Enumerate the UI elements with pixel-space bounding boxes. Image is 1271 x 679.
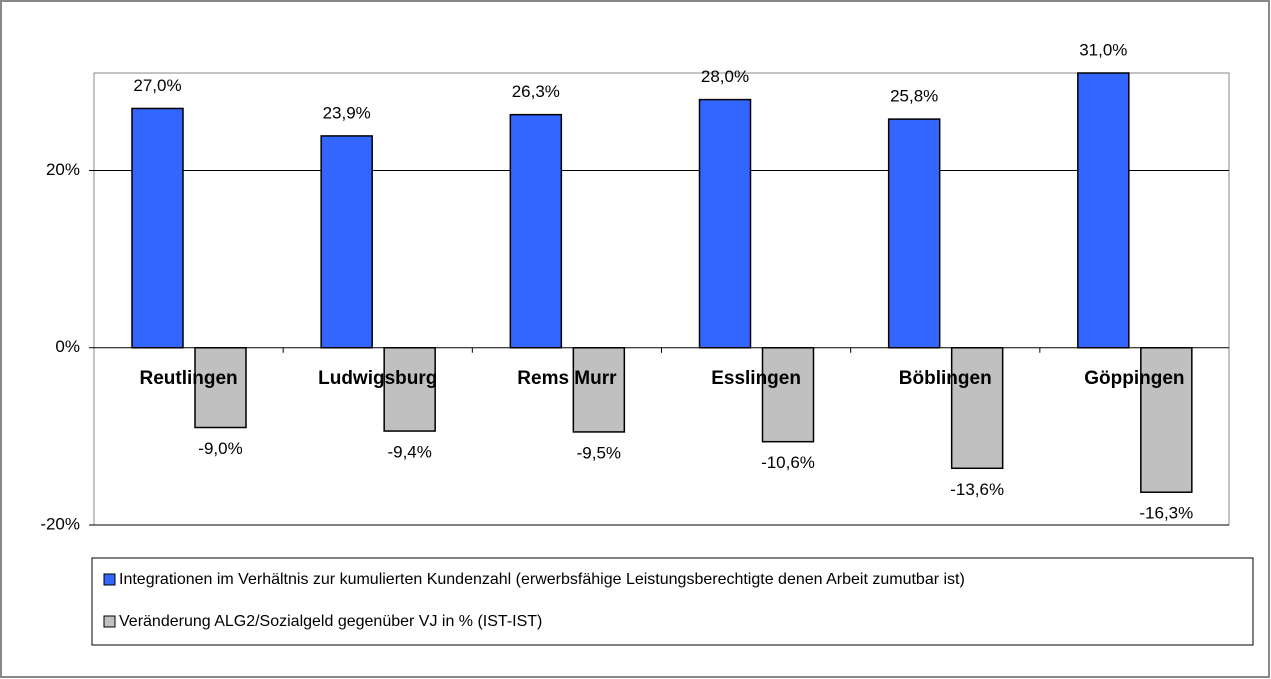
y-tick-label: -20% [40,514,80,533]
bar [131,107,184,349]
bar [509,113,563,349]
y-tick-label: 20% [46,160,80,179]
bar [572,346,626,433]
bar [950,346,1004,470]
x-tick-label: Esslingen [711,368,801,389]
data-label: 27,0% [133,76,181,95]
bar [887,118,941,349]
bar [194,346,247,429]
data-label: 23,9% [323,103,371,122]
data-label: -16,3% [1139,504,1193,523]
bar [1140,346,1193,493]
data-label: -13,6% [950,480,1004,499]
bar [320,135,373,349]
data-label: 26,3% [512,82,560,101]
x-tick-label: Rems Murr [517,368,617,389]
x-tick-label: Böblingen [899,368,992,389]
x-tick-label: Ludwigsburg [318,368,437,389]
data-label: -9,5% [577,443,621,462]
data-label: 28,0% [701,67,749,86]
data-label: -9,0% [198,439,242,458]
bar [383,346,436,432]
legend-box [91,557,1254,646]
bar [698,98,752,349]
data-label: -9,4% [387,443,431,462]
bar [761,346,815,443]
y-tick-label: 0% [55,337,80,356]
legend-label: Veränderung ALG2/Sozialgeld gegenüber VJ… [119,613,542,630]
data-label: 25,8% [890,87,938,106]
data-label: -10,6% [761,453,815,472]
bar [1077,72,1130,349]
legend-marker [103,615,116,628]
legend-marker [103,573,116,586]
x-tick-label: Reutlingen [139,368,237,389]
x-tick-label: Göppingen [1084,368,1184,389]
legend-label: Integrationen im Verhältnis zur kumulier… [119,571,965,588]
data-label: 31,0% [1079,40,1127,59]
